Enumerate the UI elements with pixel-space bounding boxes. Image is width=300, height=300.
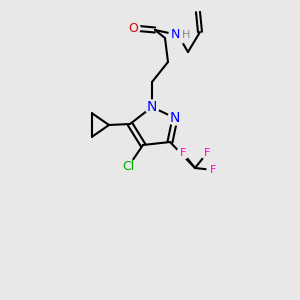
Text: Cl: Cl xyxy=(122,160,134,173)
Circle shape xyxy=(126,21,140,35)
Text: F: F xyxy=(180,148,186,158)
Text: F: F xyxy=(204,148,210,158)
Circle shape xyxy=(201,147,213,159)
Circle shape xyxy=(120,159,136,175)
Circle shape xyxy=(207,164,219,176)
Circle shape xyxy=(177,147,189,159)
Text: N: N xyxy=(147,100,157,114)
Text: F: F xyxy=(210,165,216,175)
Circle shape xyxy=(145,100,159,114)
Text: N: N xyxy=(170,28,180,41)
Text: H: H xyxy=(182,30,190,40)
Circle shape xyxy=(168,111,182,125)
Text: O: O xyxy=(128,22,138,34)
Text: N: N xyxy=(170,111,180,125)
Circle shape xyxy=(169,26,187,44)
